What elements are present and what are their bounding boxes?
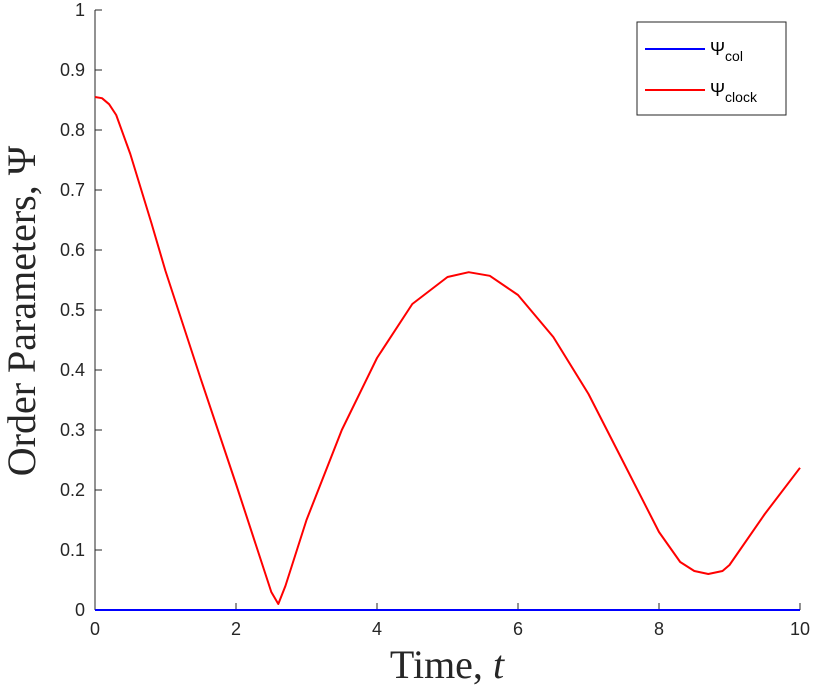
legend-box [636, 21, 787, 116]
legend-subscript-clock: clock [725, 89, 758, 105]
x-tick-label: 4 [372, 619, 382, 639]
x-axis-title-var: t [493, 642, 505, 687]
x-tick-label: 10 [790, 619, 810, 639]
y-tick-label: 0.2 [60, 480, 85, 500]
y-tick-label: 0.7 [60, 180, 85, 200]
x-tick-label: 8 [654, 619, 664, 639]
series-layer [94, 96, 801, 611]
y-tick-label: 0.8 [60, 120, 85, 140]
y-tick-label: 0.1 [60, 540, 85, 560]
x-tick-label: 0 [90, 619, 100, 639]
x-tick-label: 6 [513, 619, 523, 639]
y-tick-label: 0.5 [60, 300, 85, 320]
legend-subscript-col: col [725, 48, 743, 64]
y-tick-label: 1 [75, 0, 85, 20]
y-axis-title: Order Parameters, Ψ [0, 145, 44, 476]
y-tick-label: 0.3 [60, 420, 85, 440]
legend-symbol-clock: Ψ [710, 80, 725, 100]
legend: Ψcol Ψclock [636, 21, 787, 116]
x-tick-label: 2 [231, 619, 241, 639]
axes: 0 2 4 6 8 10 0 0.1 0.2 0.3 0.4 0.5 0.6 0.7 0.8 0.9 1 [60, 0, 810, 639]
y-tick-label: 0.6 [60, 240, 85, 260]
x-axis-title-text: Time, [390, 642, 493, 687]
y-tick-label: 0.4 [60, 360, 85, 380]
x-axis-title: Time, t [390, 642, 505, 687]
legend-symbol-col: Ψ [710, 39, 725, 59]
legend-label-clock: Ψclock [710, 80, 758, 105]
series-line-clock [94, 96, 801, 605]
y-tick-label: 0 [75, 600, 85, 620]
legend-label-col: Ψcol [710, 39, 743, 64]
y-tick-label: 0.9 [60, 60, 85, 80]
